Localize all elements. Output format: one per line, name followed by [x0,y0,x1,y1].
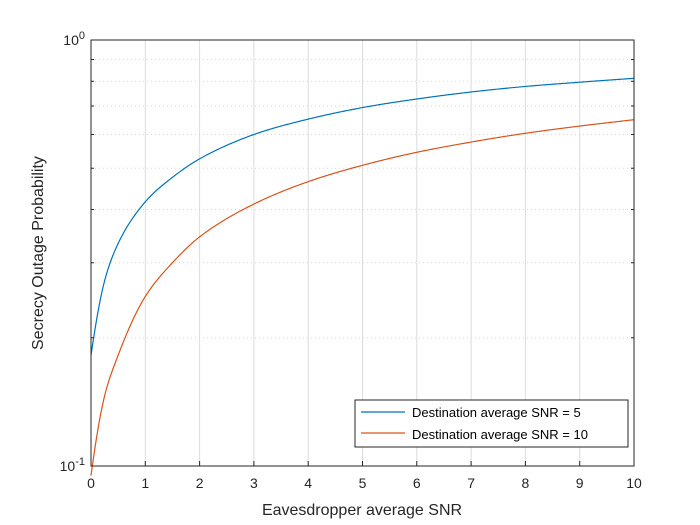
legend: Destination average SNR = 5 Destination … [354,399,629,448]
x-tick-label: 1 [141,475,149,491]
legend-box [354,399,629,448]
x-tick-label: 3 [250,475,258,491]
x-tick-label: 10 [626,475,642,491]
y-axis-label: Secrecy Outage Probability [30,156,47,350]
y-tick-label-base: 10 [60,458,76,474]
x-axis-label: Eavesdropper average SNR [262,502,462,519]
y-tick-label: 100 [63,30,85,48]
y-tick-label-exponent: 0 [79,30,85,42]
x-tick-labels: 0 1 2 3 4 5 6 7 8 9 10 [87,475,642,491]
x-tick-label: 0 [87,475,95,491]
x-tick-label: 8 [522,475,530,491]
y-tick-label: 10-1 [60,456,85,474]
series-lines [90,77,635,476]
series-line-1 [90,77,635,356]
series-line-2 [90,119,635,476]
x-tick-label: 5 [359,475,367,491]
grid-lines [91,40,634,466]
x-tick-label: 4 [304,475,312,491]
legend-label-series-2: Destination average SNR = 10 [412,427,588,442]
legend-label-series-1: Destination average SNR = 5 [412,405,581,420]
y-tick-label-exponent: -1 [75,456,85,468]
x-tick-label: 9 [576,475,584,491]
y-tick-label-base: 10 [63,32,79,48]
x-tick-label: 7 [467,475,475,491]
x-tick-label: 6 [413,475,421,491]
tick-marks [90,39,635,467]
x-tick-label: 2 [196,475,204,491]
